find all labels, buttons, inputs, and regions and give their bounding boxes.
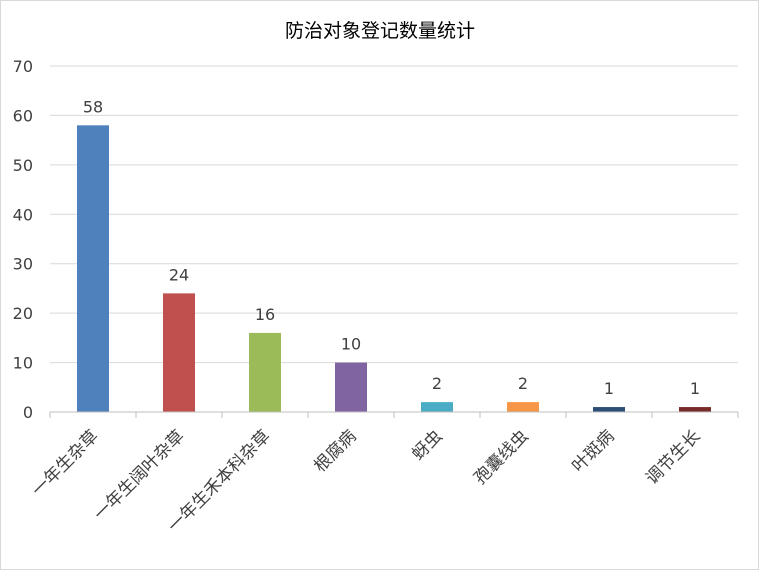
x-tick-label: 蚜虫 [408,426,446,464]
data-label: 2 [432,374,442,393]
x-tick-label: 叶斑病 [568,426,618,476]
x-tick-label: 一年生杂草 [28,426,102,500]
gridlines [50,65,738,364]
bar [679,407,711,412]
bar [249,332,281,412]
bar [507,402,539,412]
y-tick-label: 40 [13,205,33,224]
chart-title: 防治对象登记数量统计 [285,20,475,42]
y-tick-label: 20 [13,304,33,323]
x-tick-label: 调节生长 [642,426,704,488]
data-label: 24 [169,265,189,284]
data-label: 10 [341,335,361,354]
x-tick-label: 一年生阔叶杂草 [90,426,188,524]
y-axis: 0 10 20 30 40 50 60 70 [13,57,33,422]
data-label: 1 [690,379,700,398]
y-tick-label: 50 [13,156,33,175]
y-tick-label: 60 [13,106,33,125]
bar [163,293,195,412]
data-label: 58 [83,97,103,116]
bar [421,402,453,412]
x-tick-label: 根腐病 [310,426,360,476]
bar [593,407,625,412]
x-tick-label: 孢囊线虫 [470,426,532,488]
y-tick-label: 0 [23,403,33,422]
y-tick-label: 10 [13,354,33,373]
y-tick-label: 30 [13,255,33,274]
data-label: 16 [255,305,275,324]
bars [77,125,711,413]
data-label: 2 [518,374,528,393]
y-tick-label: 70 [13,57,33,76]
bar [335,362,367,412]
data-labels: 58 24 16 10 2 2 1 1 [83,97,700,398]
bar [77,125,109,413]
data-label: 1 [604,379,614,398]
